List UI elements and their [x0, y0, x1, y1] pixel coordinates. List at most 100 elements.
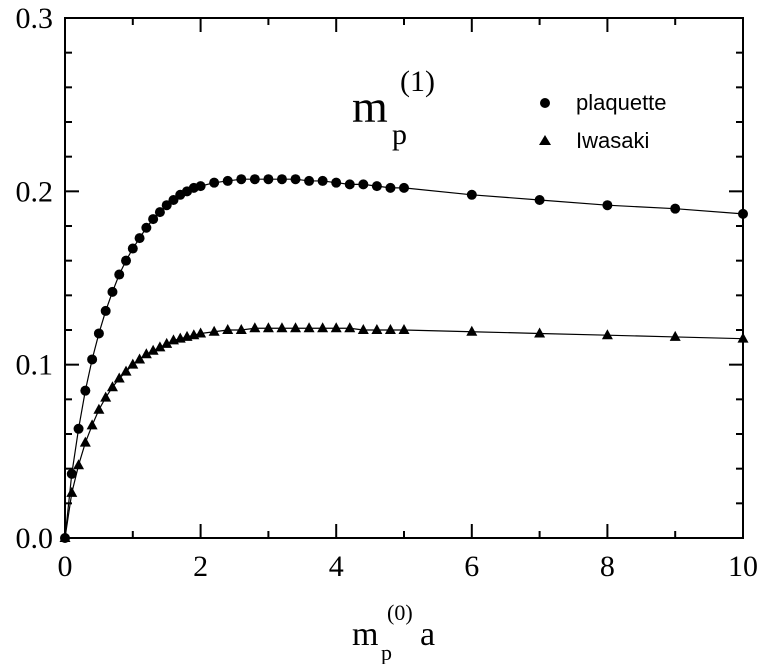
data-point-iwasaki — [303, 322, 315, 333]
series-markers — [59, 174, 749, 543]
data-point-plaquette — [73, 423, 84, 434]
data-point-plaquette — [236, 174, 247, 185]
data-point-plaquette — [209, 177, 220, 188]
data-point-iwasaki — [235, 324, 247, 334]
annotation-sub: p — [392, 118, 407, 151]
data-point-plaquette — [399, 182, 409, 193]
data-point-iwasaki — [161, 337, 173, 348]
annotation-base: m — [352, 81, 388, 132]
data-point-plaquette — [358, 179, 369, 190]
data-point-iwasaki — [73, 459, 85, 470]
data-point-iwasaki — [140, 348, 152, 359]
data-point-iwasaki — [86, 419, 98, 430]
data-point-plaquette — [154, 207, 165, 218]
data-point-iwasaki — [317, 322, 329, 333]
data-point-iwasaki — [466, 325, 478, 336]
data-point-iwasaki — [249, 322, 261, 333]
data-point-plaquette — [195, 181, 206, 192]
y-tick-label: 0.3 — [16, 2, 54, 35]
plot-frame — [64, 17, 744, 539]
x-tick-label: 8 — [600, 550, 615, 583]
data-point-iwasaki — [534, 327, 546, 338]
data-point-plaquette — [222, 175, 233, 186]
data-point-plaquette — [66, 468, 77, 479]
data-point-iwasaki — [344, 322, 356, 333]
legend-marker-plaquette — [540, 98, 550, 108]
x-axis-label-base: m — [352, 616, 378, 653]
data-point-iwasaki — [147, 344, 159, 355]
data-point-plaquette — [168, 195, 179, 205]
data-point-plaquette — [331, 177, 342, 188]
x-tick-label: 6 — [464, 550, 479, 583]
data-point-plaquette — [93, 328, 104, 339]
annotation-sup: (1) — [400, 65, 435, 98]
data-point-iwasaki — [195, 327, 207, 338]
data-point-plaquette — [249, 174, 260, 185]
data-point-iwasaki — [262, 322, 274, 333]
y-tick-label: 0.1 — [16, 349, 54, 382]
data-point-plaquette — [127, 243, 138, 254]
data-point-iwasaki — [66, 486, 78, 497]
data-point-iwasaki — [371, 324, 383, 334]
data-point-iwasaki — [398, 324, 410, 334]
data-point-iwasaki — [222, 324, 234, 334]
data-point-plaquette — [534, 195, 545, 205]
tick-labels: 0 2 4 6 8 10 0.0 0.1 0.2 0.3 — [16, 2, 759, 583]
legend-label-iwasaki: Iwasaki — [576, 128, 649, 153]
data-point-plaquette — [602, 200, 613, 211]
data-point-iwasaki — [669, 330, 681, 341]
series-line-iwasaki — [64, 327, 744, 539]
data-point-iwasaki — [134, 353, 146, 364]
data-point-plaquette — [385, 182, 396, 193]
y-tick-label: 0.0 — [16, 522, 54, 555]
annotation: m p (1) — [352, 65, 435, 151]
data-point-plaquette — [100, 305, 111, 316]
data-point-plaquette — [148, 214, 159, 225]
data-point-iwasaki — [127, 358, 139, 369]
data-point-plaquette — [371, 181, 382, 192]
data-point-iwasaki — [330, 322, 342, 333]
data-point-iwasaki — [93, 403, 105, 414]
x-axis-label-sub: p — [381, 640, 392, 664]
data-point-plaquette — [304, 175, 315, 186]
data-point-iwasaki — [290, 322, 302, 333]
data-point-plaquette — [344, 179, 355, 190]
x-tick-label: 10 — [728, 550, 758, 583]
data-point-iwasaki — [113, 372, 125, 383]
legend: plaquette Iwasaki — [539, 90, 667, 153]
data-point-plaquette — [161, 200, 172, 211]
data-point-iwasaki — [276, 322, 288, 333]
data-point-plaquette — [107, 286, 118, 297]
data-point-plaquette — [87, 354, 98, 365]
data-point-iwasaki — [601, 329, 613, 340]
x-tick-label: 4 — [329, 550, 344, 583]
data-point-plaquette — [114, 269, 125, 280]
data-point-plaquette — [290, 174, 301, 185]
data-point-iwasaki — [357, 324, 369, 334]
legend-label-plaquette: plaquette — [576, 90, 667, 115]
x-tick-label: 0 — [58, 550, 73, 583]
data-point-iwasaki — [208, 325, 220, 336]
legend-marker-iwasaki — [539, 135, 551, 145]
x-axis-label-suffix: a — [420, 616, 435, 653]
x-tick-label: 2 — [193, 550, 208, 583]
data-point-plaquette — [317, 175, 328, 186]
x-axis-label-sup: (0) — [387, 600, 413, 625]
data-point-iwasaki — [100, 391, 112, 402]
data-point-plaquette — [80, 385, 91, 396]
data-point-iwasaki — [384, 324, 396, 334]
data-point-plaquette — [670, 203, 681, 214]
series-line-plaquette — [64, 178, 744, 539]
data-point-plaquette — [276, 174, 287, 185]
data-point-iwasaki — [154, 341, 166, 352]
data-point-plaquette — [141, 222, 152, 233]
series-lines — [64, 178, 744, 539]
data-point-iwasaki — [79, 436, 91, 447]
data-point-plaquette — [263, 174, 274, 185]
data-point-iwasaki — [106, 381, 118, 392]
data-point-plaquette — [121, 255, 132, 266]
y-tick-label: 0.2 — [16, 175, 54, 208]
x-axis-label: m p (0) a — [352, 600, 435, 664]
data-point-plaquette — [466, 189, 477, 200]
